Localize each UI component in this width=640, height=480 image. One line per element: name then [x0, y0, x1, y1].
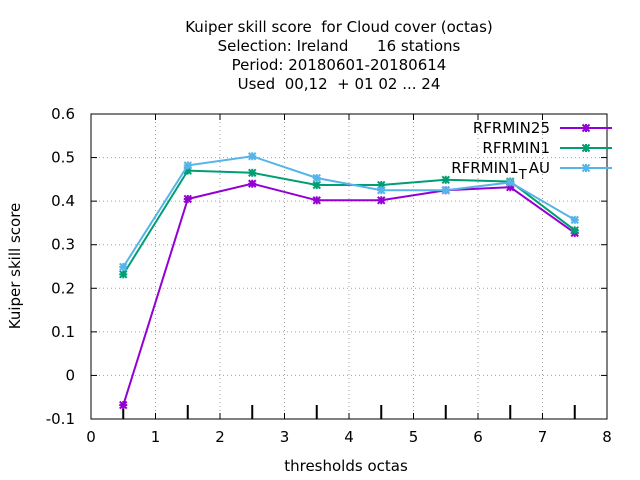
grid [91, 114, 607, 419]
series-line [122, 182, 576, 406]
x-tick-label: 3 [280, 428, 290, 446]
legend-marker [581, 143, 591, 153]
data-point [312, 173, 321, 183]
chart-title: Kuiper skill score for Cloud cover (octa… [185, 18, 493, 93]
legend-item: RFRMIN1T AU [451, 159, 612, 183]
y-tick-label: 0.3 [51, 236, 75, 254]
data-point [119, 400, 128, 410]
x-tick-label: 2 [215, 428, 225, 446]
legend-item: RFRMIN1 [482, 139, 612, 157]
legend-marker [581, 163, 591, 173]
title-line-4: Used 00,12 + 01 02 ... 24 [238, 75, 441, 93]
legend-label: RFRMIN1T AU [451, 159, 550, 183]
legend-label: RFRMIN1 [482, 139, 550, 157]
data-point [183, 194, 192, 204]
y-axis-label: Kuiper skill score [6, 203, 24, 330]
data-point [377, 196, 386, 205]
axis-ticks [90, 113, 608, 420]
data-point [119, 270, 128, 279]
x-tick-label: 8 [602, 428, 612, 446]
legend-marker [581, 123, 591, 133]
series-line [122, 155, 576, 268]
data-point [312, 196, 321, 205]
data-point [119, 262, 128, 272]
y-tick-label: 0.1 [51, 323, 75, 341]
x-tick-labels: 0 1 2 3 4 5 6 7 8 [86, 428, 612, 446]
y-tick-label: 0.2 [51, 279, 75, 297]
x-tick-label: 1 [151, 428, 161, 446]
data-point [441, 175, 450, 184]
legend-item: RFRMIN25 [473, 119, 612, 137]
x-axis-label: thresholds octas [284, 457, 408, 475]
data-point [441, 186, 450, 195]
y-tick-label: -0.1 [46, 410, 75, 428]
data-point [570, 226, 579, 235]
data-point [248, 168, 257, 178]
data-point [570, 215, 579, 225]
data-series [119, 152, 579, 410]
x-tick-label: 6 [473, 428, 483, 446]
data-point [183, 161, 192, 170]
data-point [377, 186, 386, 195]
y-tick-label: 0 [65, 366, 75, 384]
series-rfrmin1-tau [119, 152, 579, 272]
title-line-3: Period: 20180601-20180614 [232, 56, 447, 74]
x-tick-label: 5 [409, 428, 419, 446]
title-line-1: Kuiper skill score for Cloud cover (octa… [185, 18, 493, 36]
data-point [248, 152, 257, 161]
data-point [248, 179, 257, 188]
x-tick-label: 0 [86, 428, 96, 446]
data-point [506, 178, 515, 187]
legend-label: RFRMIN25 [473, 119, 550, 137]
y-tick-label: 0.5 [51, 149, 75, 167]
x-tick-label: 7 [538, 428, 548, 446]
x-tick-label: 4 [344, 428, 354, 446]
y-tick-label: 0.6 [51, 105, 75, 123]
y-tick-labels: -0.1 0 0.1 0.2 0.3 0.4 0.5 0.6 [46, 105, 75, 428]
title-line-2: Selection: Ireland 16 stations [218, 37, 461, 55]
legend: RFRMIN25 RFRMIN1 RFRMIN1T AU [451, 119, 612, 183]
y-tick-label: 0.4 [51, 192, 75, 210]
data-point [312, 180, 321, 190]
